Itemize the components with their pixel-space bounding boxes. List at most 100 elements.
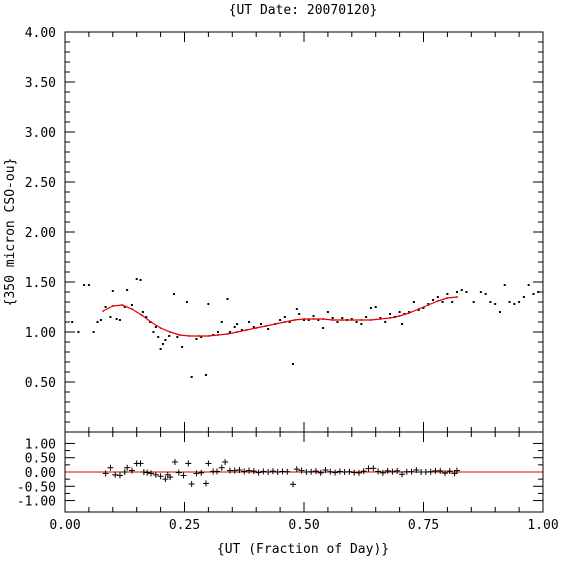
data-point [503,284,506,286]
data-point [374,306,377,308]
residual-point [379,469,386,476]
residual-point [384,467,391,474]
residual-point [269,468,276,475]
residual-point [128,467,135,474]
data-point [118,319,121,321]
data-point [267,328,270,330]
data-point [436,296,439,298]
data-point [537,291,540,293]
fit-point [389,317,391,319]
fit-point [159,327,162,329]
data-point [83,284,86,286]
data-point [350,318,353,320]
residual-point [185,460,192,467]
residual-point [398,471,405,478]
data-point [417,309,420,311]
lower-y-tick-label: -1.00 [17,495,56,510]
fit-point [140,314,143,316]
residual-point [193,470,200,477]
x-tick-label: 0.50 [288,518,319,533]
data-point [422,307,425,309]
data-point [220,321,223,323]
data-point [288,321,291,323]
data-point [283,316,286,318]
residual-point [370,465,377,472]
fit-point [112,305,114,307]
fit-point [188,335,191,337]
upper-y-tick-label: 2.50 [25,176,56,191]
residual-point [260,468,267,475]
residual-point [346,468,353,475]
data-point [317,319,320,321]
residual-point [180,472,187,479]
data-point [400,323,403,325]
fit-point [226,333,229,335]
residual-point [124,464,131,471]
x-axis-label: {UT (Fraction of Day)} [217,542,389,557]
residual-point [121,469,128,475]
data-point [123,306,126,308]
fit-point [198,335,200,337]
data-point [412,301,415,303]
residual-point [446,468,453,475]
fit-point [351,319,353,321]
residual-point [308,468,315,475]
data-point [111,290,114,292]
residual-point [175,469,182,476]
data-point [152,331,155,333]
residual-point [140,469,147,475]
fit-point [121,304,124,306]
chart-title: {UT Date: 20070120} [229,3,378,18]
data-point [532,293,535,295]
data-point [207,303,210,305]
fit-point [236,331,238,333]
data-point [307,319,310,321]
data-point [154,326,157,328]
data-point [176,336,179,338]
residual-point [336,468,343,475]
residual-point [355,469,362,476]
fit-point [169,331,171,333]
data-point [460,289,463,291]
residual-point [317,469,324,476]
data-point [498,311,501,313]
data-point [331,317,334,319]
lower-y-tick-label: 0.00 [25,466,56,481]
data-point [190,376,193,378]
upper-y-tick-label: 3.50 [25,76,56,91]
residual-point [312,468,319,475]
data-point [292,363,295,365]
residual-point [250,468,257,475]
data-point [326,311,329,313]
data-point [295,308,298,310]
fit-point [131,308,133,310]
fit-point [207,335,210,337]
residual-point [218,464,225,471]
data-point [228,331,231,333]
fit-point [408,312,410,314]
data-point [494,303,497,305]
data-point [527,284,530,286]
upper-panel-data [71,278,540,378]
residual-point [327,468,334,475]
fit-point [245,329,248,331]
fit-point [379,318,382,320]
data-point [172,293,175,295]
residual-point [167,474,174,481]
data-point [479,291,482,293]
residual-point [437,467,444,474]
data-point [99,319,102,321]
x-tick-label: 0.25 [169,518,200,533]
data-point [312,315,315,317]
residual-point [427,468,434,475]
residual-point [205,460,212,467]
residual-point [394,467,401,474]
data-point [226,298,229,300]
data-point [389,313,392,315]
fit-point [102,310,105,312]
fit-point [150,321,152,323]
residual-point [284,468,291,475]
data-point [168,335,171,337]
data-point [279,319,282,321]
residual-point [322,467,329,473]
